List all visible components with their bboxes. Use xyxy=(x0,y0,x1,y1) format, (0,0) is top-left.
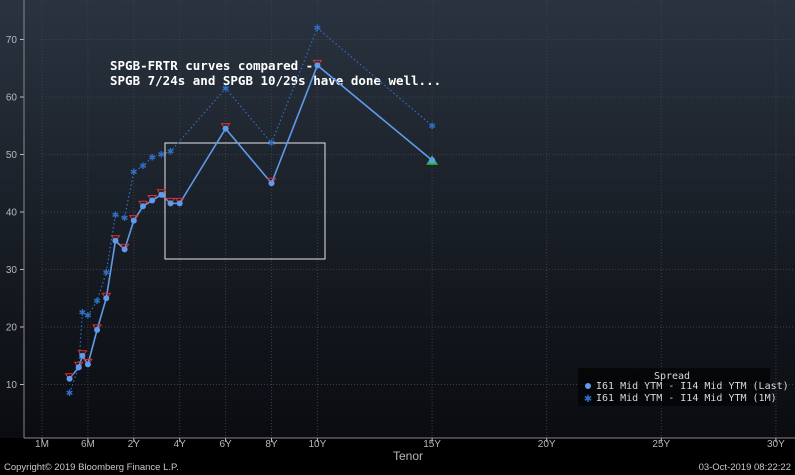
series-1m-point: ✱ xyxy=(66,388,74,398)
series-last-point xyxy=(112,237,119,244)
x-tick-label: 6Y xyxy=(219,439,232,450)
y-tick-label: 70 xyxy=(6,35,18,46)
series-last-point xyxy=(75,364,82,371)
series-1m-point: ✱ xyxy=(112,210,120,220)
y-tick-label: 10 xyxy=(6,380,18,391)
series-last-point xyxy=(84,361,91,368)
series-1m-point: ✱ xyxy=(158,150,166,160)
series-1m-point: ✱ xyxy=(139,161,147,171)
series-last-point xyxy=(130,217,137,224)
y-tick-label: 20 xyxy=(6,323,18,334)
x-tick-label: 6M xyxy=(81,439,95,450)
series-last-point xyxy=(66,375,73,382)
series-last-point xyxy=(158,191,165,198)
legend-marker-last xyxy=(585,383,591,389)
y-tick-label: 40 xyxy=(6,208,18,219)
x-axis-label: Tenor xyxy=(393,449,423,463)
series-last-point xyxy=(94,326,101,333)
series-1m-point: ✱ xyxy=(121,213,129,223)
series-last-point xyxy=(429,157,436,164)
series-last-point xyxy=(149,197,156,204)
highlight-box xyxy=(164,142,326,260)
annotation: SPGB-FRTR curves compared - SPGB 7/24s a… xyxy=(110,58,441,88)
y-tick-label: 50 xyxy=(6,150,18,161)
series-1m-point: ✱ xyxy=(130,167,138,177)
legend-marker-1m: ✱ xyxy=(584,394,592,405)
legend-label-1m: I61 Mid YTM - I14 Mid YTM (1M) xyxy=(596,393,777,404)
x-tick-label: 25Y xyxy=(652,439,670,450)
x-axis: 1M 6M 2Y 4Y 6Y 8Y 10Y 15Y 20Y 25Y 30Y xyxy=(24,437,795,450)
legend-title: Spread xyxy=(654,371,690,382)
series-1m-point: ✱ xyxy=(148,152,156,162)
series-last-point xyxy=(79,352,86,359)
series-1m-point: ✱ xyxy=(84,311,92,321)
y-axis: 10 20 30 40 50 60 70 xyxy=(6,0,25,438)
series-last-point xyxy=(222,125,229,132)
annotation-line-2: SPGB 7/24s and SPGB 10/29s have done wel… xyxy=(110,73,441,88)
legend-box xyxy=(578,368,770,406)
series-1m-point: ✱ xyxy=(93,296,101,306)
x-tick-label: 4Y xyxy=(174,439,187,450)
series-1m-point: ✱ xyxy=(222,83,230,93)
series-line-1m xyxy=(68,27,433,394)
series-last-point xyxy=(167,200,174,207)
series-last-point xyxy=(314,62,321,69)
series-last-point xyxy=(103,295,110,302)
y-tick-label: 60 xyxy=(6,93,18,104)
series-1m-point: ✱ xyxy=(428,121,436,131)
series-last-point xyxy=(176,200,183,207)
y-tick-label: 30 xyxy=(6,265,18,276)
x-tick-label: 1M xyxy=(35,439,49,450)
x-tick-label: 2Y xyxy=(128,439,141,450)
series-1m-point: ✱ xyxy=(79,308,87,318)
series-1m-point: ✱ xyxy=(268,138,276,148)
x-tick-label: 15Y xyxy=(423,439,441,450)
annotation-line-1: SPGB-FRTR curves compared - xyxy=(110,58,313,73)
timestamp-text: 03-Oct-2019 08:22:22 xyxy=(698,462,791,473)
series-1m-point: ✱ xyxy=(102,267,110,277)
x-tick-label: 30Y xyxy=(767,439,785,450)
legend: Spread I61 Mid YTM - I14 Mid YTM (Last) … xyxy=(578,368,789,406)
x-tick-label: 10Y xyxy=(309,439,327,450)
series-last-point xyxy=(139,203,146,210)
copyright-text: Copyright© 2019 Bloomberg Finance L.P. xyxy=(4,462,179,473)
series-1m-point: ✱ xyxy=(167,147,175,157)
x-tick-label: 20Y xyxy=(538,439,556,450)
x-tick-label: 8Y xyxy=(265,439,278,450)
series-last-point xyxy=(121,246,128,253)
legend-label-last: I61 Mid YTM - I14 Mid YTM (Last) xyxy=(596,381,789,392)
series-1m-point: ✱ xyxy=(314,23,322,33)
series-last-point xyxy=(268,180,275,187)
